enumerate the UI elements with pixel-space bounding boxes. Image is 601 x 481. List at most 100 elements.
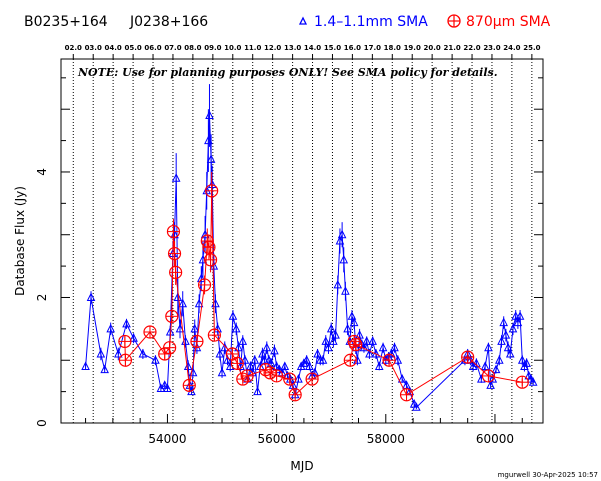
year-label: 09.0: [204, 44, 221, 52]
data-point: [347, 311, 357, 320]
legend-triangle-icon: [298, 16, 308, 25]
data-point: [106, 323, 115, 333]
data-point: [486, 380, 495, 389]
series-line: [124, 190, 523, 396]
data-point: [331, 330, 340, 339]
data-point: [393, 355, 403, 364]
data-point: [183, 361, 193, 371]
data-point: [206, 154, 216, 163]
year-label: 16.0: [344, 44, 361, 52]
data-point: [499, 317, 509, 327]
x-tick-label: 60000: [476, 432, 514, 446]
data-point: [190, 323, 200, 333]
year-label: 06.0: [144, 44, 161, 52]
data-point: [349, 317, 359, 327]
data-point: [326, 323, 336, 333]
data-point: [511, 311, 521, 320]
data-point: [171, 173, 181, 182]
year-label: 23.0: [483, 44, 500, 52]
year-label: 07.0: [164, 44, 181, 52]
data-point: [228, 311, 238, 320]
year-label: 11.0: [244, 44, 261, 52]
year-label: 03.0: [85, 44, 102, 52]
y-tick-label: 2: [35, 294, 49, 302]
data-point: [250, 355, 260, 364]
x-axis-ticks: 54000 56000 58000 60000: [85, 414, 523, 446]
data-point: [324, 342, 333, 352]
data-point: [280, 361, 290, 371]
data-point: [497, 336, 506, 345]
data-point: [501, 330, 511, 339]
data-point: [368, 336, 377, 345]
year-label: 19.0: [404, 44, 421, 52]
data-point: [234, 342, 243, 352]
data-point: [302, 355, 311, 364]
year-label: 15.0: [324, 44, 341, 52]
data-point: [488, 373, 498, 383]
data-point: [412, 402, 421, 411]
data-point: [238, 336, 248, 345]
year-label: 08.0: [184, 44, 201, 52]
data-point: [215, 348, 225, 358]
data-point: [466, 355, 475, 364]
data-point: [173, 292, 183, 301]
data-point: [333, 279, 343, 289]
data-point: [305, 361, 314, 371]
data-point: [390, 342, 399, 352]
data-point: [217, 367, 227, 377]
data-point: [175, 323, 185, 333]
legend-red: 870µm SMA: [447, 14, 551, 30]
year-label: 20.0: [423, 44, 440, 52]
data-point: [207, 179, 217, 189]
year-gridlines: [72, 59, 533, 423]
data-point: [378, 342, 388, 352]
x-tick-label: 58000: [367, 432, 405, 446]
data-point: [339, 254, 349, 264]
data-point: [81, 361, 90, 371]
year-label: 02.0: [65, 44, 82, 52]
y-tick-label: 0: [35, 419, 49, 427]
data-point: [258, 348, 267, 358]
data-point: [480, 361, 490, 371]
data-point: [515, 311, 525, 320]
data-point: [270, 345, 279, 355]
data-point: [204, 135, 213, 145]
data-point: [240, 355, 250, 364]
year-label: 12.0: [264, 44, 281, 52]
source-name-b1950: B0235+164: [24, 14, 108, 30]
data-point: [86, 292, 96, 301]
year-label: 25.0: [523, 44, 540, 52]
data-point: [522, 358, 531, 367]
year-axis: 02.0 03.0 04.0 05.0 06.0 07.0 08.0 09.0 10.0 11.0…: [65, 44, 541, 59]
data-point: [517, 355, 527, 364]
data-point: [262, 342, 272, 352]
year-label: 04.0: [104, 44, 121, 52]
data-point: [213, 323, 222, 333]
data-point: [178, 298, 188, 308]
x-tick-label: 56000: [258, 432, 296, 446]
data-point: [318, 355, 328, 364]
year-label: 10.0: [224, 44, 241, 52]
y-axis-ticks: 0 2 4: [35, 77, 543, 427]
data-point: [495, 355, 504, 364]
legend-blue-label: 1.4–1.1mm SMA: [314, 14, 428, 30]
x-tick-label: 54000: [148, 432, 186, 446]
data-point: [253, 386, 262, 396]
data-point: [362, 336, 371, 345]
data-point: [397, 373, 407, 383]
data-point: [160, 380, 170, 389]
planning-note: NOTE: Use for planning purposes ONLY! Se…: [77, 66, 498, 79]
year-label: 21.0: [443, 44, 460, 52]
year-label: 14.0: [304, 44, 321, 52]
data-point: [151, 355, 160, 364]
data-point: [310, 367, 320, 377]
data-point: [100, 364, 109, 374]
data-point: [205, 110, 214, 119]
data-point: [505, 348, 515, 358]
data-point: [114, 348, 123, 358]
data-point: [528, 377, 538, 386]
year-label: 13.0: [284, 44, 301, 52]
data-point: [96, 348, 106, 358]
data-point: [491, 364, 501, 374]
plot-frame: [60, 58, 544, 424]
